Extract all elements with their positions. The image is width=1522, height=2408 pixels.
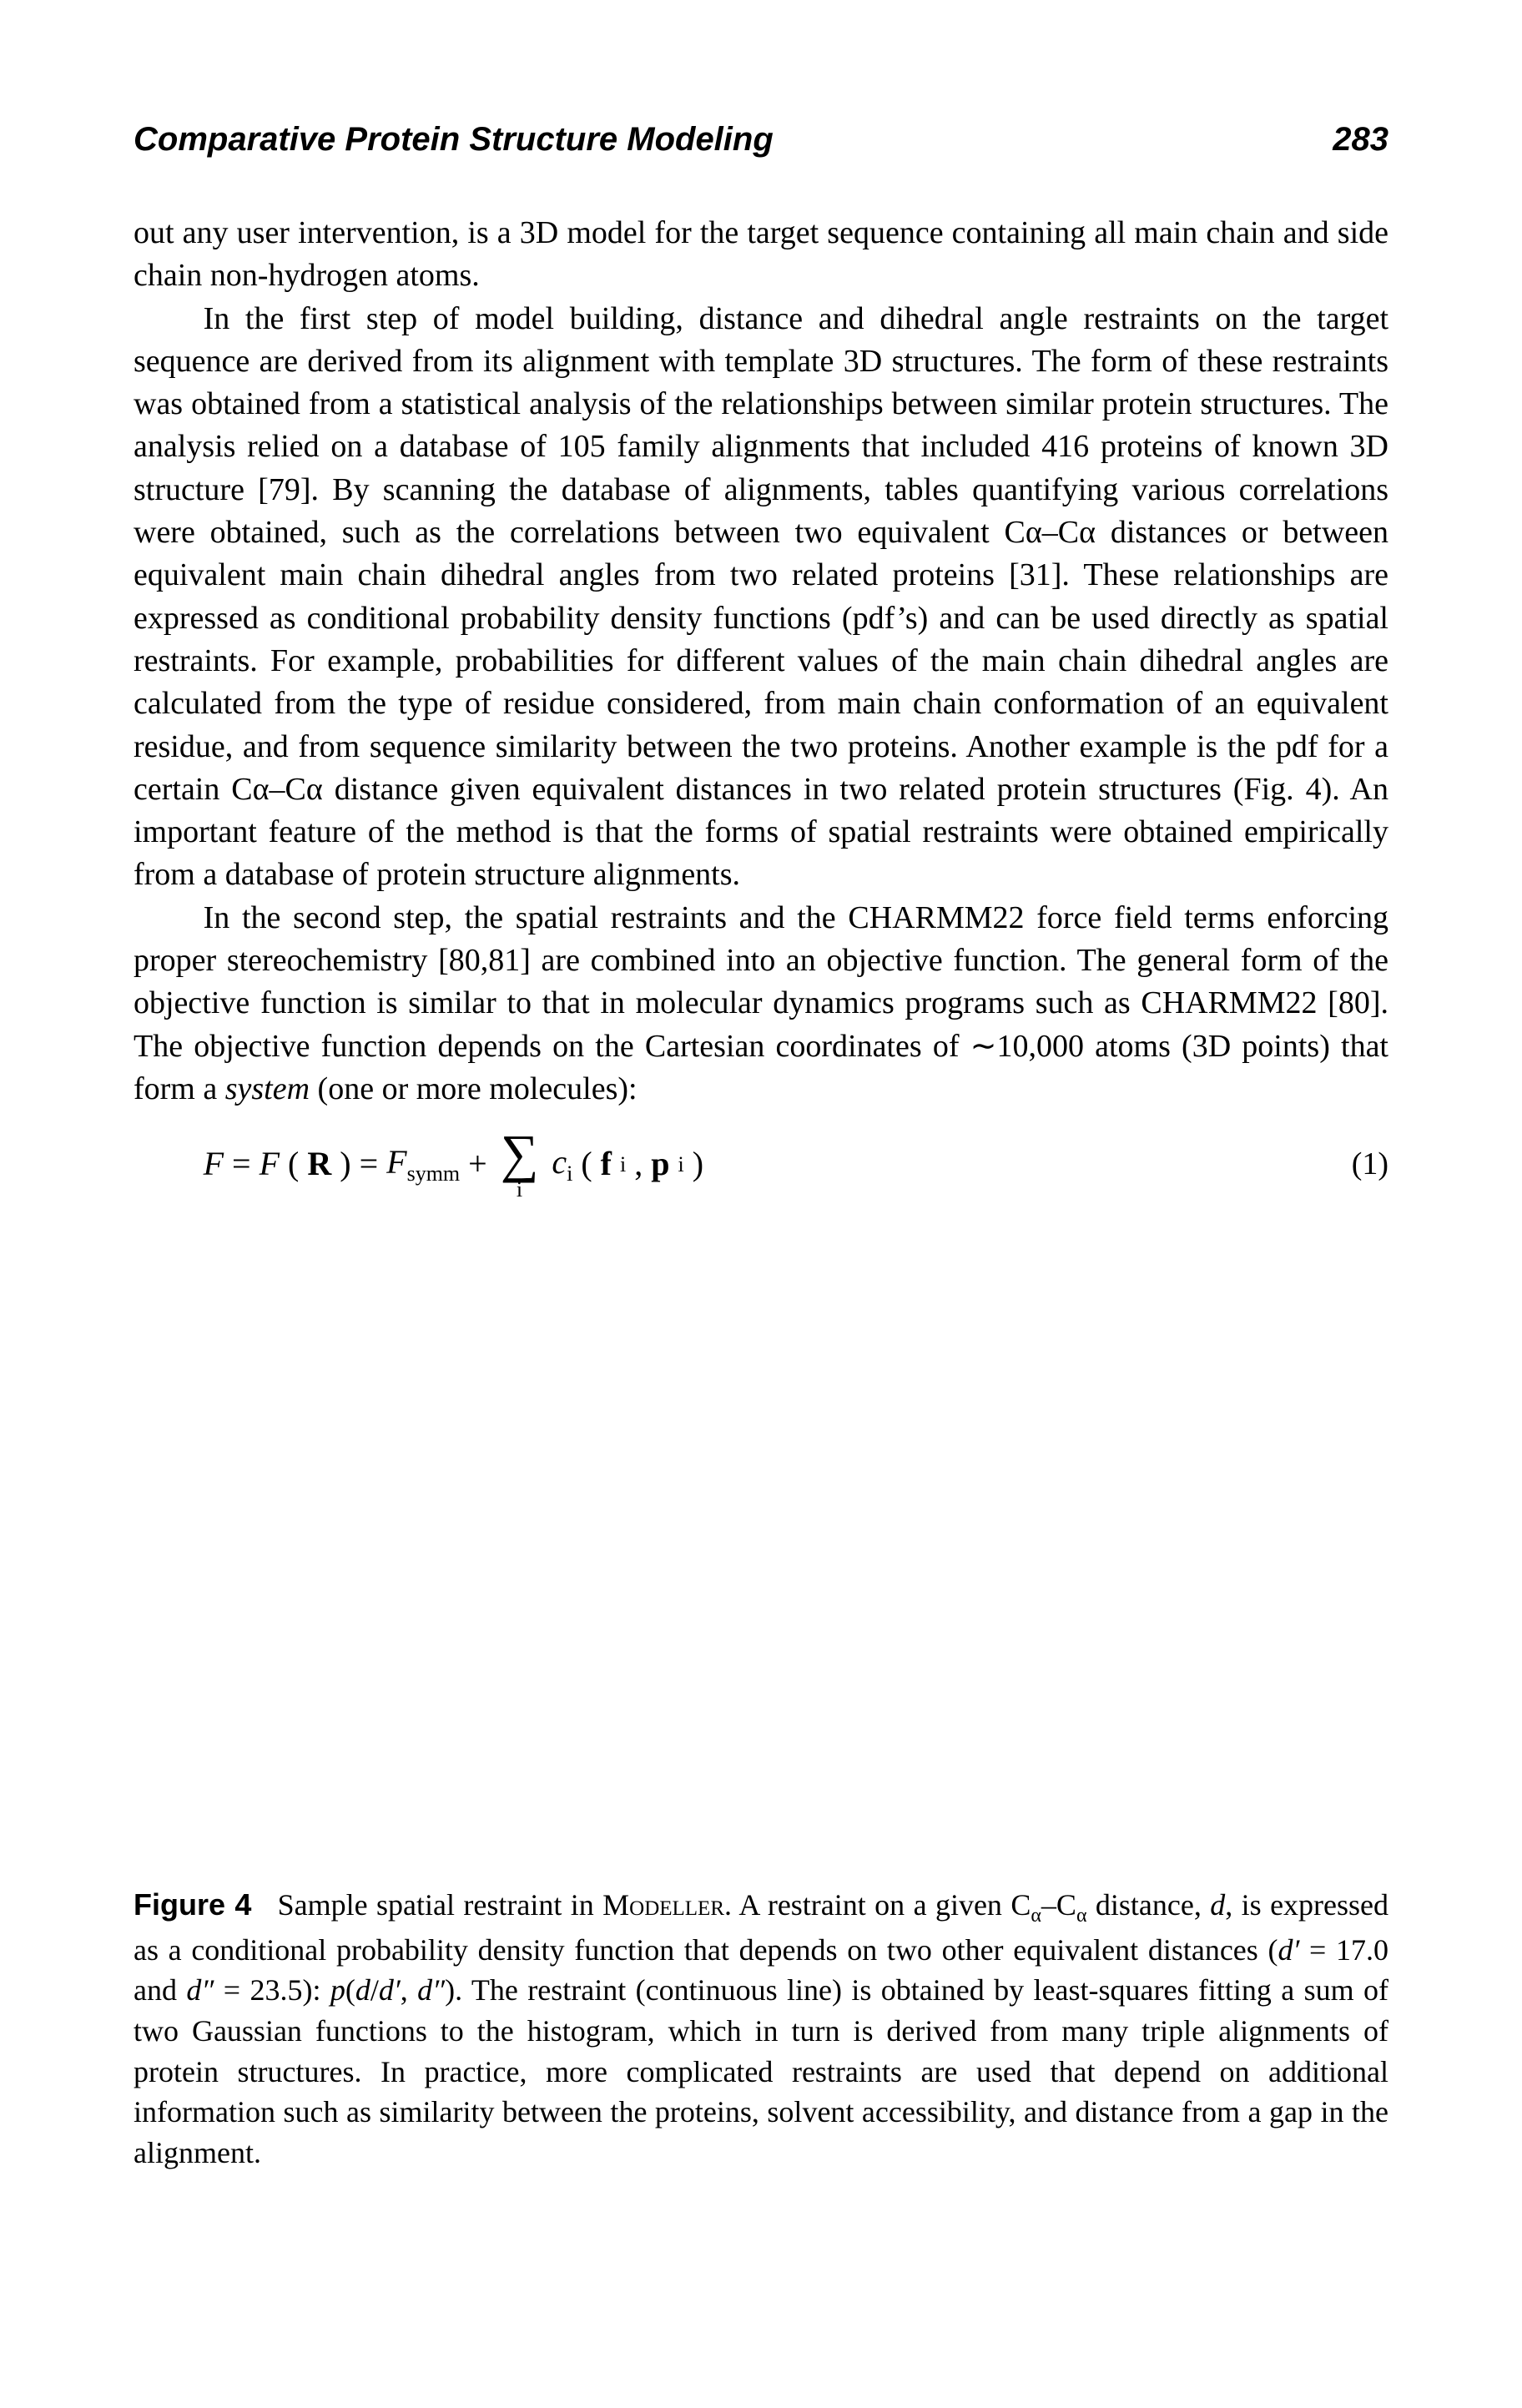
eq-pi-sub: i	[678, 1150, 683, 1179]
caption-alpha1: α	[1031, 1905, 1041, 1927]
equation-number: (1)	[1352, 1143, 1388, 1186]
eq-fi-sub: i	[620, 1150, 626, 1179]
eq-comma: ,	[634, 1141, 643, 1186]
caption-d-in: d	[355, 1973, 370, 2007]
paragraph-3-emph: system	[225, 1071, 310, 1106]
eq-plus: +	[468, 1141, 487, 1186]
caption-dash: –C	[1041, 1888, 1076, 1922]
caption-d: d	[1210, 1888, 1225, 1922]
caption-mid1: . A restraint on a given C	[724, 1888, 1031, 1922]
eq-ci-c: c	[552, 1143, 567, 1181]
equation-row: F = F(R) = Fsymm + ∑ i ci(fi, pi) (1)	[134, 1127, 1388, 1201]
eq-pi: p	[651, 1141, 669, 1186]
body-text: out any user intervention, is a 3D model…	[134, 212, 1388, 1111]
caption-p: p	[330, 1973, 345, 2007]
eq-Fsymm: Fsymm	[386, 1140, 460, 1188]
eq-close1: )	[340, 1141, 350, 1186]
eq-ci-sub: i	[567, 1161, 572, 1186]
running-head: Comparative Protein Structure Modeling 2…	[134, 117, 1388, 162]
running-title: Comparative Protein Structure Modeling	[134, 117, 774, 162]
caption-comma2: ,	[401, 1973, 417, 2007]
eq-open2: (	[581, 1141, 592, 1186]
eq-R: R	[307, 1141, 331, 1186]
figure-placeholder	[134, 1201, 1388, 1851]
paragraph-1: out any user intervention, is a 3D model…	[134, 212, 1388, 298]
eq-eq1: =	[232, 1141, 251, 1186]
eq-fi: f	[601, 1141, 612, 1186]
caption-mid5: = 23.5):	[214, 1973, 330, 2007]
eq-open1: (	[288, 1141, 299, 1186]
eq-pi-p: p	[651, 1145, 669, 1182]
figure-caption: Figure 4 Sample spatial restraint in Mod…	[134, 1885, 1388, 2173]
caption-dprime2: d″	[186, 1973, 214, 2007]
equation: F = F(R) = Fsymm + ∑ i ci(fi, pi)	[204, 1127, 703, 1201]
caption-dprime1: d′	[1278, 1933, 1299, 1967]
eq-fi-f: f	[601, 1145, 612, 1182]
sigma-icon: ∑ i	[501, 1127, 539, 1201]
page: Comparative Protein Structure Modeling 2…	[0, 0, 1522, 2408]
paragraph-3-suffix: (one or more molecules):	[310, 1071, 638, 1106]
eq-eq2: =	[360, 1141, 379, 1186]
caption-dprime2-in: d″	[417, 1973, 445, 2007]
caption-prefix: Sample spatial restraint in	[278, 1888, 603, 1922]
eq-Fsymm-F: F	[386, 1143, 406, 1181]
eq-sigma: ∑	[501, 1127, 539, 1181]
eq-F2: F	[260, 1141, 280, 1186]
paragraph-2: In the first step of model building, dis…	[134, 298, 1388, 897]
page-number: 283	[1333, 117, 1388, 162]
eq-close2: )	[693, 1141, 703, 1186]
eq-Fsymm-sub: symm	[407, 1161, 461, 1186]
caption-alpha2: α	[1076, 1905, 1087, 1927]
caption-mid6: (	[345, 1973, 355, 2007]
eq-F: F	[204, 1141, 224, 1186]
caption-slash: /	[370, 1973, 379, 2007]
figure-label: Figure 4	[134, 1887, 251, 1922]
caption-modeller: Modeller	[602, 1888, 724, 1922]
eq-ci: ci	[552, 1140, 572, 1188]
caption-dprime-in: d′	[379, 1973, 401, 2007]
paragraph-3: In the second step, the spatial restrain…	[134, 897, 1388, 1111]
caption-mid2: distance,	[1087, 1888, 1211, 1922]
eq-sigma-sub: i	[517, 1179, 522, 1201]
